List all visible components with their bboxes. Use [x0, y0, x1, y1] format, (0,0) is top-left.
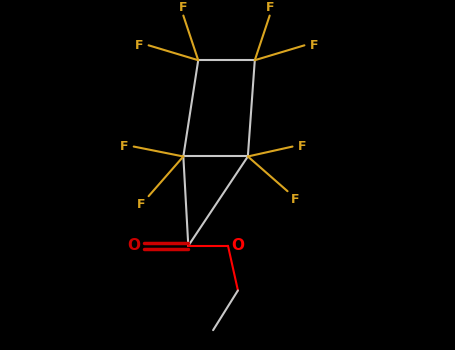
Text: O: O: [232, 238, 244, 253]
Text: O: O: [127, 238, 140, 253]
Text: F: F: [310, 39, 318, 52]
Text: F: F: [136, 198, 145, 211]
Text: F: F: [298, 140, 307, 153]
Text: F: F: [134, 39, 143, 52]
Text: F: F: [265, 1, 274, 14]
Text: F: F: [179, 1, 187, 14]
Text: F: F: [291, 193, 300, 206]
Text: F: F: [120, 140, 128, 153]
